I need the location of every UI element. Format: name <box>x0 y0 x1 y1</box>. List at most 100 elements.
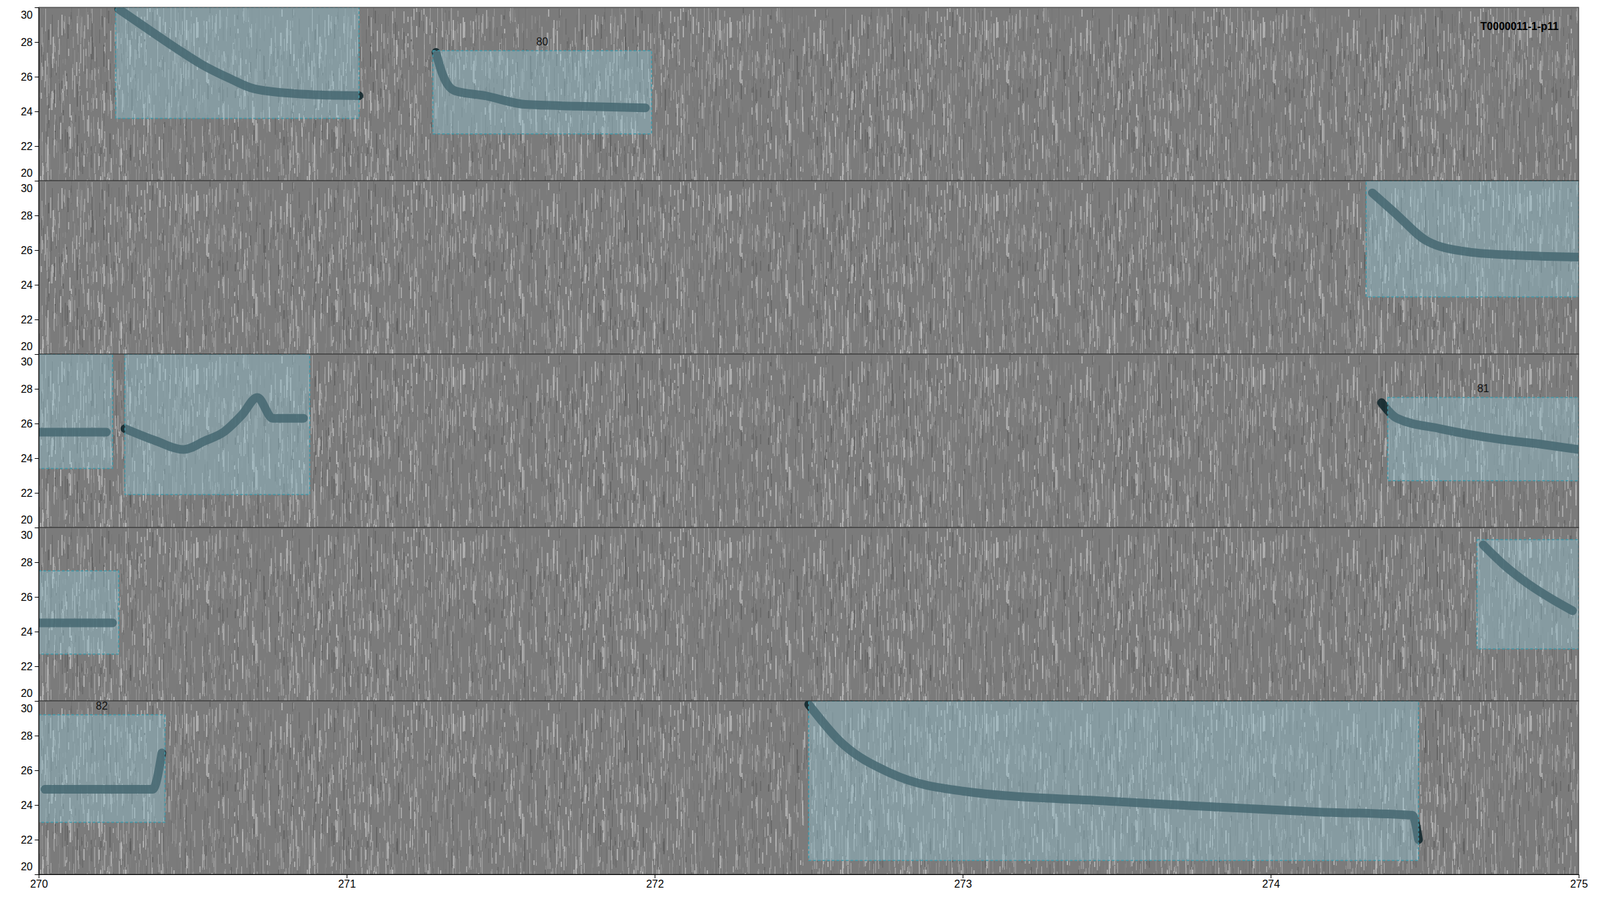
y-tick-label: 28 <box>20 210 33 222</box>
y-tick: 22 <box>20 660 39 672</box>
detection-box <box>38 714 165 822</box>
x-axis-line <box>39 874 1580 875</box>
y-tick-label: 30 <box>20 356 33 368</box>
y-tick-label: 22 <box>20 660 33 672</box>
y-tick-mark <box>34 180 39 182</box>
spectrogram-background <box>38 180 1579 354</box>
y-tick: 22 <box>20 834 39 846</box>
y-tick: 26 <box>20 244 39 256</box>
y-tick: 24 <box>20 626 39 638</box>
panel-frame <box>38 700 1579 874</box>
x-tick-label: 275 <box>1570 878 1588 890</box>
y-axis-line <box>38 528 40 702</box>
y-tick-label: 30 <box>20 9 33 21</box>
y-tick: 26 <box>20 71 39 83</box>
y-tick-label: 28 <box>20 730 33 742</box>
x-tick: 272 <box>646 874 664 890</box>
y-tick-mark <box>34 666 39 667</box>
y-tick: 28 <box>20 383 39 395</box>
detection-box <box>1366 180 1579 297</box>
y-tick-label: 20 <box>20 167 33 179</box>
y-tick-mark <box>34 423 39 424</box>
y-tick-label: 22 <box>20 834 33 846</box>
y-tick-label: 24 <box>20 106 33 118</box>
panel: 202224262830 <box>20 180 1579 355</box>
spectrogram-background <box>38 7 1579 181</box>
y-tick: 20 <box>20 514 39 528</box>
figure: 80 20 22 24 26 28 30 T0000011-1-p11 20 22 24 26 28 30… <box>0 0 1600 907</box>
y-tick-label: 22 <box>20 140 33 152</box>
y-tick: 22 <box>20 487 39 499</box>
y-tick-mark <box>34 596 39 598</box>
spectrogram-background <box>38 700 1579 874</box>
y-tick-mark <box>34 284 39 286</box>
x-axis: 270271272273274275 <box>30 874 1588 890</box>
y-tick-mark <box>34 458 39 459</box>
y-tick-mark <box>34 700 39 702</box>
y-tick: 26 <box>20 591 39 603</box>
y-tick-label: 30 <box>20 702 33 714</box>
y-axis-line <box>38 354 40 528</box>
y-tick: 20 <box>20 860 39 874</box>
detection-box <box>1388 397 1579 481</box>
x-tick: 275 <box>1570 874 1588 890</box>
box-label: 80 <box>536 36 548 48</box>
y-tick-mark <box>34 76 39 78</box>
detection-box <box>1477 539 1579 649</box>
y-tick-label: 24 <box>20 452 33 464</box>
panel-frame <box>38 354 1579 528</box>
y-axis: 202224262830 <box>20 8 39 182</box>
y-tick: 20 <box>20 687 39 701</box>
y-tick-mark <box>34 527 39 528</box>
y-axis-line <box>38 701 40 875</box>
y-tick-label: 22 <box>20 487 33 499</box>
y-tick-label: 26 <box>20 244 33 256</box>
x-tick-label: 271 <box>338 878 356 890</box>
y-tick-label: 30 <box>20 182 33 194</box>
x-tick-mark <box>1270 874 1272 878</box>
y-tick-mark <box>34 562 39 563</box>
y-tick-mark <box>34 700 39 702</box>
panel: 20 22 24 26 28 30 <box>20 527 1579 702</box>
y-tick-mark <box>34 354 39 355</box>
y-tick: 30 <box>20 528 39 541</box>
panel-frame <box>38 527 1579 701</box>
y-tick-label: 20 <box>20 514 33 526</box>
y-tick: 24 <box>20 799 39 811</box>
x-tick-mark <box>38 874 40 878</box>
x-tick-mark <box>962 874 964 878</box>
y-tick: 22 <box>20 140 39 152</box>
y-tick: 26 <box>20 764 39 776</box>
y-tick-mark <box>34 631 39 632</box>
y-tick-mark <box>34 319 39 320</box>
y-axis: 20 22 24 26 28 30 <box>20 701 39 875</box>
x-tick: 270 <box>30 874 48 890</box>
y-tick: 28 <box>20 556 39 568</box>
y-tick: 24 <box>20 452 39 464</box>
y-axis: 20 22 24 26 28 30 <box>20 528 39 702</box>
detection-box <box>38 570 119 654</box>
y-tick-mark <box>34 874 39 875</box>
y-tick-mark <box>34 7 39 8</box>
detection-box <box>38 354 113 469</box>
detection-box <box>808 700 1419 860</box>
y-tick: 20 <box>20 167 39 181</box>
panel: 80202224262830T0000011-1-p11 <box>20 7 1579 182</box>
y-tick: 30 <box>20 181 39 194</box>
x-tick-label: 272 <box>646 878 664 890</box>
panel: 81202224262830 <box>20 354 1579 528</box>
y-tick-label: 26 <box>20 591 33 603</box>
detection-box <box>432 50 652 134</box>
x-tick-mark <box>654 874 656 878</box>
y-tick-mark <box>34 180 39 182</box>
y-tick-label: 24 <box>20 799 33 811</box>
y-tick-label: 28 <box>20 556 33 568</box>
title: T0000011-1-p11 <box>1480 20 1560 32</box>
detection-box <box>124 354 310 495</box>
y-tick-label: 30 <box>20 529 33 541</box>
y-tick-mark <box>34 215 39 216</box>
y-tick-mark <box>34 770 39 771</box>
y-tick: 28 <box>20 210 39 222</box>
y-tick-mark <box>34 804 39 806</box>
y-axis-line <box>38 181 40 355</box>
